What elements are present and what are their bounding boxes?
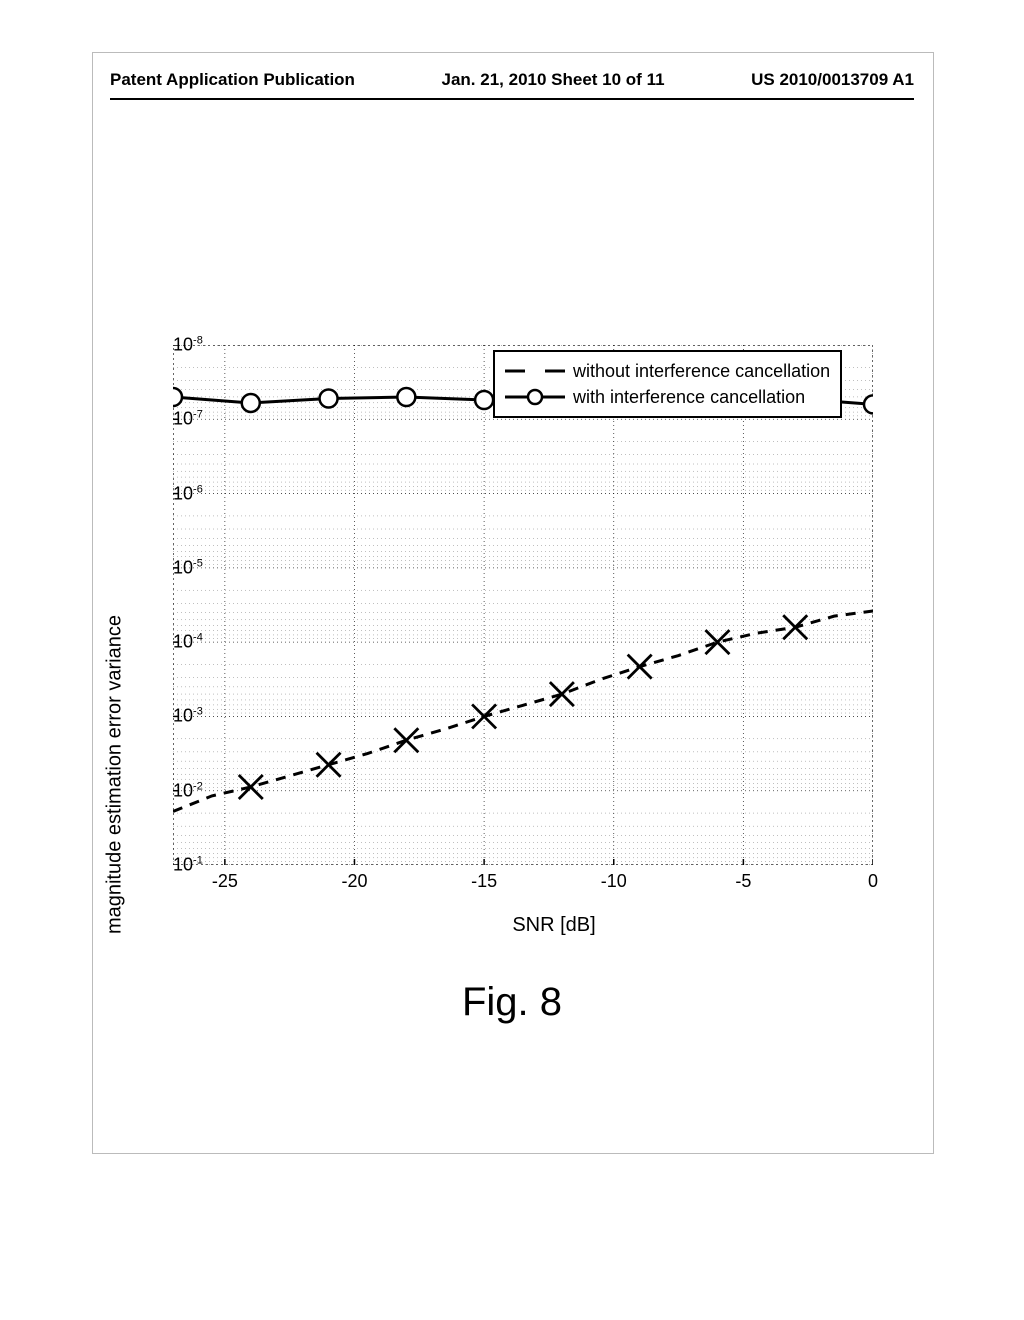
y-tick-label: 10-7 [173,409,181,430]
y-tick-label: 10-1 [173,855,181,876]
legend-row-0: without interference cancellation [505,358,830,384]
x-tick-label: -25 [212,865,238,892]
figure-caption: Fig. 8 [0,980,1024,1025]
y-tick-label: 10-3 [173,706,181,727]
x-tick-label: -20 [341,865,367,892]
y-tick-label: 10-6 [173,483,181,504]
y-tick-label: 10-8 [173,335,181,356]
legend-label-1: with interference cancellation [573,387,805,408]
x-axis-label: SNR [dB] [512,914,595,937]
header-right: US 2010/0013709 A1 [751,70,914,90]
header-rule [110,98,914,100]
x-tick-label: -15 [471,865,497,892]
legend-swatch-dashed-x-icon [505,361,565,381]
y-tick-label: 10-2 [173,780,181,801]
legend-row-1: with interference cancellation [505,384,830,410]
x-tick-label: -10 [601,865,627,892]
x-tick-label: 0 [868,865,878,892]
y-tick-label: 10-4 [173,632,181,653]
legend-swatch-solid-o-icon [505,387,565,407]
plot-area [173,345,873,865]
chart: magnitude estimation error variance SNR … [125,345,905,885]
header-left: Patent Application Publication [110,70,355,90]
x-tick-label: -5 [735,865,751,892]
page-header: Patent Application Publication Jan. 21, … [0,70,1024,90]
y-tick-label: 10-5 [173,557,181,578]
y-axis-label: magnitude estimation error variance [104,615,127,934]
header-center: Jan. 21, 2010 Sheet 10 of 11 [442,70,665,90]
legend-label-0: without interference cancellation [573,361,830,382]
legend: without interference cancellation with i… [493,350,842,418]
